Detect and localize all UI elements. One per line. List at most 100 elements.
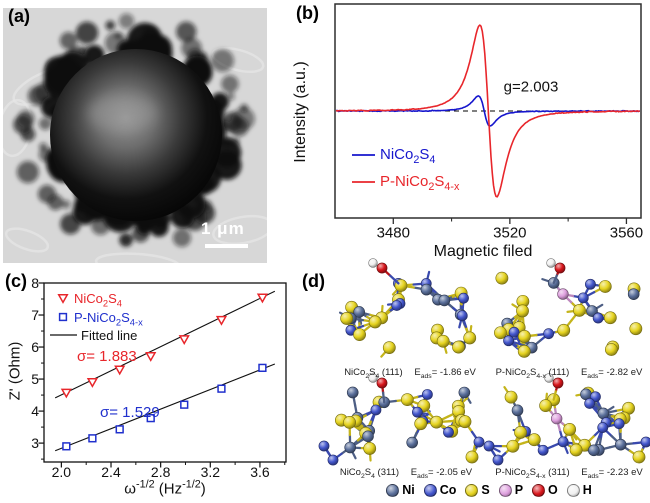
co-atom — [503, 335, 514, 347]
epr-legend-nicos: NiCo2S4 — [380, 146, 436, 166]
warburg-legend-nicos: NiCo2S4 — [74, 291, 122, 309]
ni-atom — [511, 404, 524, 417]
triangle-marker — [256, 293, 269, 304]
co-atom-icon — [423, 483, 437, 497]
structure-formula-4: P-NiCo2S4-x (311) — [495, 467, 570, 480]
epr-x-tick-3560: 3560 — [609, 224, 644, 242]
panel-b-label: (b) — [296, 3, 319, 23]
co-atom — [456, 310, 468, 322]
structure-formula-1: NiCo2S4 (111) — [344, 367, 403, 380]
s-atom — [598, 280, 612, 293]
co-atom — [327, 454, 339, 466]
co-atom — [492, 454, 504, 466]
triangle-marker — [57, 294, 69, 304]
structure-caption-1: NiCo2S4 (111) Eads= -1.86 eV — [330, 367, 490, 380]
ni-atom — [344, 441, 356, 454]
square-marker — [58, 312, 68, 322]
s-atom — [527, 433, 541, 447]
atom-legend-item-s: S — [465, 483, 490, 497]
p-atom — [550, 412, 563, 425]
o-atom — [376, 377, 388, 389]
s-atom — [368, 315, 382, 329]
co-atom — [543, 328, 555, 340]
structure-model-4 — [483, 373, 650, 466]
sigma-label-p-nicos: σ= 1.529 — [100, 404, 160, 421]
ni-atom — [362, 430, 374, 443]
structure-model-3 — [318, 373, 485, 466]
co-atom — [443, 426, 454, 438]
s-atom — [604, 343, 618, 356]
co-atom — [483, 440, 495, 452]
warburg-x-axis-label: ω-1/2 (Hz-1/2) — [124, 478, 206, 498]
s-atom — [353, 328, 366, 342]
warburg-y-tick-8: 8 — [31, 275, 39, 291]
s-atom — [363, 442, 377, 455]
square-marker — [88, 434, 97, 443]
s-atom — [557, 323, 571, 337]
atom-legend-item-p: P — [498, 483, 523, 497]
warburg-legend-fitted-line: Fitted line — [81, 328, 138, 343]
epr-x-axis-label: Magnetic filed — [433, 243, 533, 260]
ni-atom — [614, 438, 627, 451]
structure-eads-1: Eads= -1.86 eV — [414, 367, 476, 380]
ni-atom — [420, 283, 433, 296]
h-atom — [368, 258, 378, 268]
ni-atom — [406, 436, 418, 449]
s-atom — [465, 450, 479, 464]
s-atom — [382, 341, 396, 355]
structure-model-2 — [494, 258, 643, 358]
co-atom — [597, 422, 609, 433]
o-atom — [554, 262, 566, 274]
structure-formula-2: P-NiCo2S4-x (111) — [495, 367, 570, 380]
s-atom — [436, 334, 450, 348]
warburg-x-tick-2.8: 2.8 — [150, 464, 171, 480]
warburg-y-axis-label: Z' (Ohm) — [6, 341, 24, 401]
co-atom — [584, 398, 596, 409]
s-atom — [563, 423, 577, 436]
s-atom — [458, 415, 472, 429]
p-atom-icon — [498, 483, 512, 497]
s-atom — [463, 331, 477, 345]
warburg-y-tick-3: 3 — [31, 435, 39, 452]
structure-eads-3: Eads= -2.05 eV — [410, 467, 473, 480]
dft-structures — [318, 258, 650, 466]
s-atom — [343, 415, 356, 429]
structure-model-1 — [338, 258, 477, 358]
warburg-y-tick-5: 5 — [31, 371, 39, 388]
atom-symbol-co: Co — [439, 483, 457, 497]
epr-curve-1 — [335, 24, 641, 198]
co-atom — [508, 326, 520, 338]
co-atom — [411, 406, 423, 418]
ni-atom-icon — [386, 483, 400, 497]
panel-a-label: (a) — [8, 6, 30, 26]
square-marker — [180, 400, 189, 409]
co-atom — [421, 389, 433, 400]
atom-legend-item-co: Co — [423, 483, 457, 497]
warburg-x-tick-3.2: 3.2 — [200, 464, 221, 480]
s-atom — [516, 304, 529, 318]
s-atom — [430, 415, 443, 429]
warburg-y-tick-6: 6 — [31, 339, 39, 356]
tem-image — [3, 8, 267, 263]
s-atom — [632, 450, 646, 464]
square-marker — [258, 363, 267, 373]
atom-symbol-h: H — [582, 483, 592, 497]
structure-eads-4: Eads= -2.23 eV — [581, 467, 643, 480]
s-atom — [514, 426, 527, 439]
atom-legend-item-o: O — [532, 483, 558, 497]
square-marker — [62, 442, 71, 451]
epr-chart — [334, 3, 642, 224]
s-atom — [452, 340, 465, 354]
o-atom — [552, 377, 564, 389]
s-atom — [569, 443, 583, 457]
s-atom — [504, 390, 518, 404]
warburg-x-tick-3.6: 3.6 — [250, 464, 270, 480]
panel-d-label: (d) — [302, 271, 325, 291]
o-atom-icon — [532, 483, 546, 497]
sigma-label-nicos: σ= 1.883 — [77, 348, 137, 365]
s-atom — [539, 399, 553, 413]
co-atom — [557, 436, 569, 448]
